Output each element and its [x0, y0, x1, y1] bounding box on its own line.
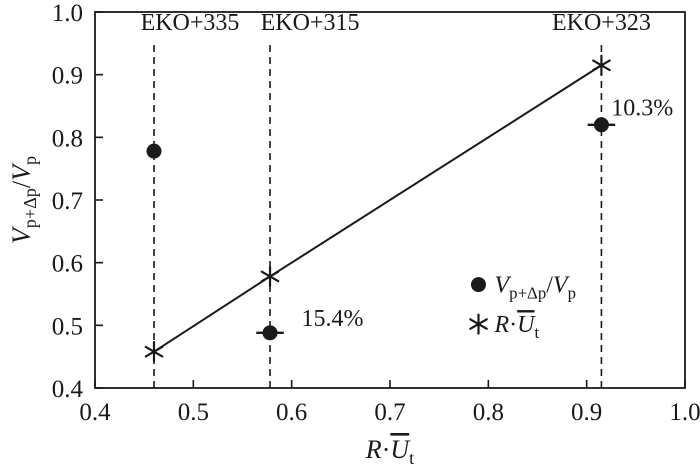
y-tick-label: 1.0	[52, 0, 83, 27]
x-tick-label: 0.6	[276, 399, 307, 426]
vline-label: EKO+315	[261, 10, 360, 36]
x-tick-label: 0.7	[374, 399, 405, 426]
y-tick-label: 0.4	[52, 376, 84, 403]
y-tick-label: 0.8	[52, 125, 83, 152]
y-tick-label: 0.7	[52, 188, 83, 215]
y-tick-label: 0.5	[52, 313, 83, 340]
asterisk-marker	[469, 313, 488, 335]
x-tick-label: 1.0	[669, 399, 700, 426]
legend-label: Vp+Δp/Vp	[495, 273, 576, 303]
x-tick-label: 0.8	[473, 399, 504, 426]
data-point-circle	[593, 117, 609, 133]
annotation-label: 10.3%	[611, 95, 673, 121]
asterisk-marker	[260, 265, 280, 288]
data-point-circle	[146, 143, 162, 159]
vline-label: EKO+323	[552, 10, 651, 36]
x-tick-label: 0.4	[79, 399, 111, 426]
series-line	[153, 64, 602, 353]
y-axis-label: Vp+Δp/Vp	[7, 156, 40, 244]
asterisk-marker	[144, 341, 164, 363]
annotation-label: 15.4%	[302, 306, 364, 332]
data-point-circle	[262, 325, 278, 341]
legend-label: R·Ut	[494, 312, 540, 342]
x-tick-label: 0.5	[178, 399, 209, 426]
x-axis-label: R·Ut	[365, 435, 414, 468]
x-tick-label: 0.9	[571, 399, 602, 426]
y-tick-label: 0.6	[52, 251, 83, 278]
y-tick-label: 0.9	[52, 63, 83, 90]
asterisk-marker	[592, 54, 611, 76]
vline-label: EKO+335	[141, 10, 240, 36]
legend-circle-marker	[471, 277, 486, 293]
